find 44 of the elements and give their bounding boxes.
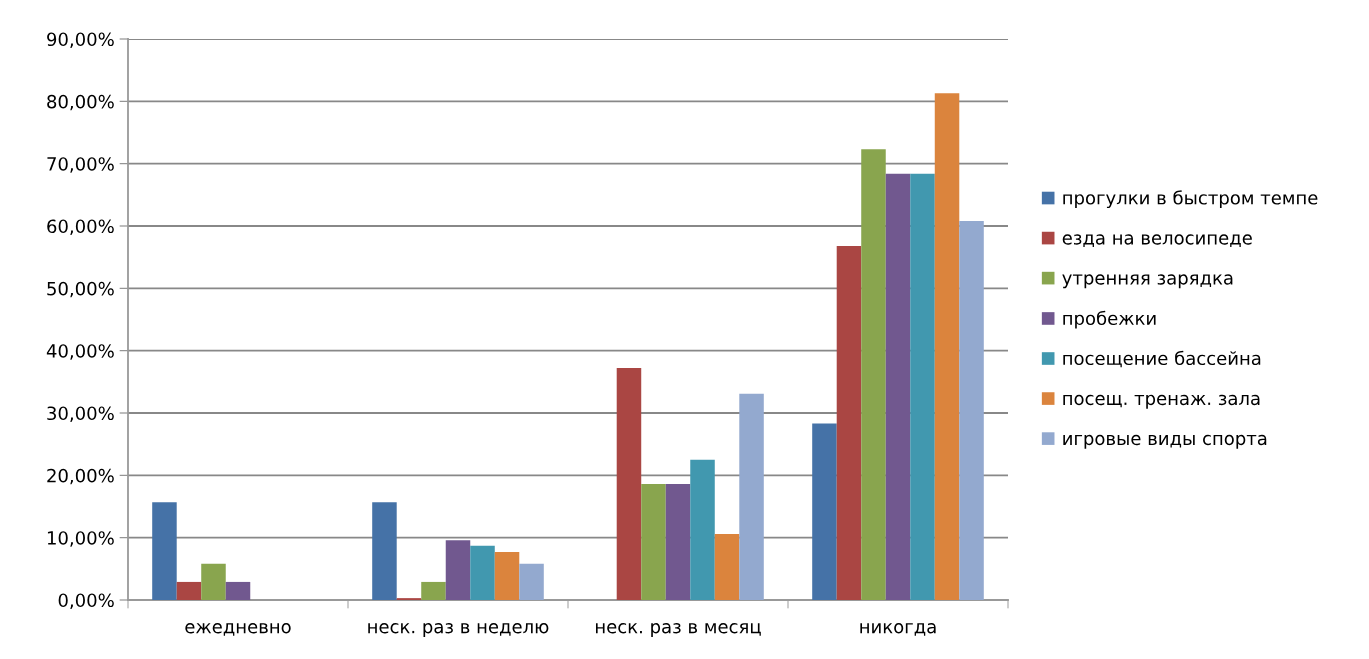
y-tick-label: 80,00%: [47, 94, 114, 111]
bar: [421, 581, 446, 600]
bar: [885, 173, 911, 600]
bar: [519, 563, 544, 600]
y-tick-label: 70,00%: [47, 157, 114, 173]
legend-label: посещ. тренаж. зала: [1063, 394, 1260, 409]
legend-label: игровые виды спорта: [1063, 434, 1267, 449]
bar: [861, 149, 886, 600]
legend-label: пробежки: [1063, 310, 1156, 329]
bar: [372, 502, 397, 600]
y-tick-label: 90,00%: [47, 32, 114, 48]
legend-label: прогулки в быстром темпе: [1063, 190, 1318, 209]
y-tick-label: 10,00%: [47, 531, 114, 547]
bar: [470, 545, 495, 600]
bar: [641, 484, 666, 600]
bar: [690, 459, 715, 600]
bar: [934, 93, 960, 600]
bar: [910, 173, 935, 600]
y-tick-label: 40,00%: [46, 344, 114, 360]
x-tick-label: неск. раз в неделю: [368, 623, 549, 637]
y-tick-label: 0,00%: [58, 593, 114, 609]
y-tick-label: 30,00%: [47, 406, 114, 422]
bar: [714, 533, 740, 600]
legend-label: утренняя зарядка: [1062, 274, 1233, 289]
bar: [812, 423, 837, 600]
bar: [616, 368, 642, 600]
bar: [959, 221, 984, 600]
bar: [665, 484, 691, 600]
y-tick-label: 50,00%: [47, 281, 114, 298]
legend-label: посещение бассейна: [1063, 350, 1261, 368]
bar: [494, 552, 520, 600]
bar: [152, 502, 177, 600]
legend-label: езда на велосипеде: [1062, 234, 1252, 247]
bar: [225, 581, 251, 600]
x-tick-label: неск. раз в месяц: [596, 623, 761, 637]
bar: [739, 393, 764, 600]
y-tick-label: 60,00%: [47, 219, 114, 235]
x-tick-label: никогда: [860, 623, 936, 636]
y-tick-label: 20,00%: [47, 468, 114, 485]
x-tick-label: ежедневно: [185, 623, 291, 636]
bar: [445, 540, 471, 600]
bar: [836, 245, 862, 600]
bar: [201, 563, 226, 600]
bar: [176, 581, 202, 600]
